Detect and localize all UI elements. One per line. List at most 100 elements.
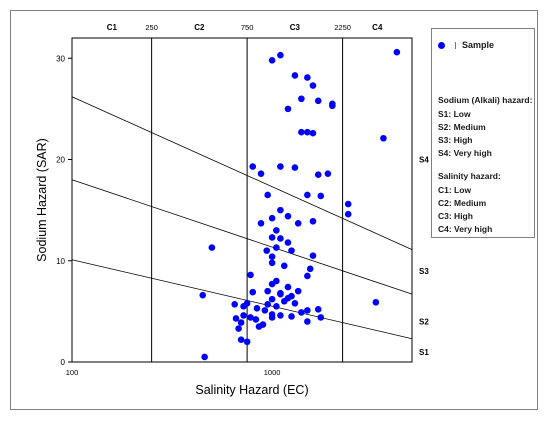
legend-sample-label: Sample [462, 40, 495, 50]
data-point [304, 128, 311, 136]
data-point [253, 305, 261, 312]
data-point [280, 297, 288, 305]
data-point [252, 316, 260, 323]
data-point [298, 309, 305, 316]
data-point [232, 315, 240, 322]
data-point [314, 306, 322, 313]
data-point [306, 265, 314, 273]
salinity-boundary-label: 250 [145, 23, 158, 32]
salinity-boundary-label: 750 [241, 23, 254, 32]
legend-sodium-item: S4: Very high [438, 148, 492, 158]
data-point [240, 312, 247, 319]
data-point [243, 338, 251, 346]
data-point [263, 247, 271, 254]
data-point [268, 311, 276, 318]
x-tick-label: 1000 [264, 368, 281, 377]
data-point [304, 191, 311, 199]
data-point [268, 56, 276, 64]
sodium-class-label: S4 [419, 156, 429, 165]
data-point [208, 244, 216, 251]
data-point [309, 252, 317, 259]
data-point [201, 353, 208, 361]
data-point [268, 280, 276, 288]
sodium-class-label: S3 [419, 267, 429, 276]
legend-salinity-item: C1: Low [438, 185, 472, 195]
legend: Sample Sodium (Alkali) hazard: S1: Low S… [431, 28, 535, 238]
legend-sodium-title: Sodium (Alkali) hazard: [438, 95, 533, 105]
plot-area-border [71, 37, 413, 363]
y-axis-title: Sodium Hazard (SAR) [35, 138, 49, 262]
data-point [284, 212, 292, 220]
data-point [372, 298, 380, 306]
y-tick-label: 20 [56, 156, 65, 165]
legend-salinity-title: Salinity hazard: [438, 171, 501, 181]
data-point [231, 300, 238, 308]
data-point [393, 48, 401, 56]
data-point [284, 105, 292, 113]
salinity-class-label: C1 [107, 23, 118, 32]
data-point [294, 287, 302, 295]
data-point [255, 323, 263, 330]
data-point [268, 259, 276, 267]
sodium-hazard-line [71, 96, 413, 250]
x-tick-label: 100 [66, 368, 79, 377]
data-point [277, 290, 284, 298]
data-point [277, 206, 284, 214]
data-point [273, 303, 280, 310]
data-point [294, 219, 302, 227]
data-point [380, 134, 387, 142]
data-point [309, 217, 317, 225]
y-tick-label: 0 [61, 358, 66, 367]
data-point [314, 97, 322, 105]
data-point [324, 170, 332, 177]
data-point [247, 271, 254, 279]
data-point [284, 283, 292, 291]
data-point [277, 51, 284, 59]
data-point [277, 235, 284, 242]
data-point [304, 272, 311, 280]
sodium-class-label: S2 [419, 318, 429, 327]
data-point [268, 253, 276, 260]
data-point [277, 163, 284, 170]
data-point [249, 163, 257, 170]
data-point [199, 291, 207, 299]
sample-marker-icon [438, 42, 445, 49]
data-point [247, 314, 254, 321]
data-point [257, 170, 265, 177]
data-point [284, 239, 292, 246]
salinity-class-label: C3 [290, 23, 301, 32]
salinity-class-label: C2 [194, 23, 205, 32]
data-point [309, 82, 317, 89]
data-point [291, 72, 299, 79]
data-point [298, 95, 305, 103]
data-point [249, 288, 257, 296]
legend-salinity-item: C2: Medium [438, 198, 487, 208]
data-point [273, 244, 280, 251]
sodium-hazard-line [71, 259, 413, 340]
data-point [243, 299, 251, 307]
y-tick-label: 10 [56, 257, 65, 266]
sodium-hazard-line [71, 179, 413, 295]
legend-salinity-item: C3: High [438, 211, 473, 221]
data-point [261, 307, 269, 314]
legend-sodium-item: S3: High [438, 135, 473, 145]
legend-tick-icon [455, 42, 456, 49]
data-point [288, 247, 295, 254]
data-point [273, 227, 280, 234]
data-point [304, 74, 311, 81]
data-point [237, 336, 245, 344]
data-point [288, 313, 295, 320]
data-point [264, 300, 271, 308]
data-point [314, 171, 322, 178]
data-point [304, 318, 311, 325]
data-point [264, 191, 271, 199]
data-point [268, 234, 276, 241]
data-point [298, 128, 305, 136]
data-point [344, 200, 352, 208]
data-point [291, 164, 299, 171]
legend-salinity-item: C4: Very high [438, 224, 493, 234]
data-point [317, 192, 325, 200]
salinity-boundary-label: 2250 [334, 23, 351, 32]
data-point [235, 325, 242, 332]
